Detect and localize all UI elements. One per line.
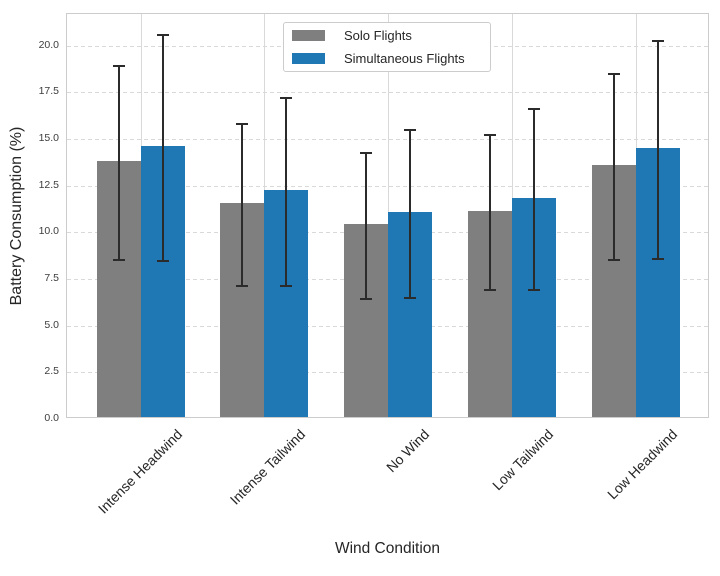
error-bar bbox=[409, 129, 412, 298]
error-bar bbox=[613, 73, 616, 261]
error-bar-cap bbox=[404, 296, 417, 299]
error-bar bbox=[161, 35, 164, 262]
plot-area bbox=[66, 13, 709, 418]
legend: Solo Flights Simultaneous Flights bbox=[283, 22, 491, 72]
error-bar-cap bbox=[236, 285, 249, 288]
error-bar bbox=[117, 66, 120, 261]
y-tick-label: 12.5 bbox=[38, 178, 59, 191]
y-tick-label: 17.5 bbox=[38, 85, 59, 98]
error-bar-cap bbox=[360, 152, 373, 155]
y-tick-label: 0.0 bbox=[44, 412, 59, 424]
error-bar-cap bbox=[156, 34, 169, 37]
error-bar-cap bbox=[112, 259, 125, 262]
error-bar bbox=[533, 109, 536, 291]
error-bar-cap bbox=[156, 260, 169, 263]
legend-entry: Simultaneous Flights bbox=[284, 47, 490, 70]
error-bar-cap bbox=[484, 134, 497, 137]
gridline-y bbox=[67, 92, 708, 94]
gridline-y bbox=[67, 139, 708, 141]
legend-swatch bbox=[292, 30, 325, 41]
y-tick-label: 2.5 bbox=[44, 365, 59, 378]
error-bar-cap bbox=[360, 297, 373, 300]
error-bar-cap bbox=[528, 108, 541, 111]
error-bar-cap bbox=[404, 128, 417, 131]
error-bar-cap bbox=[528, 289, 541, 292]
legend-label: Solo Flights bbox=[344, 28, 412, 43]
error-bar bbox=[285, 97, 288, 287]
error-bar-cap bbox=[608, 72, 621, 75]
error-bar-cap bbox=[280, 96, 293, 99]
error-bar-cap bbox=[280, 285, 293, 288]
error-bar bbox=[489, 135, 492, 291]
x-axis-label: Wind Condition bbox=[334, 540, 441, 557]
legend-entry: Solo Flights bbox=[284, 24, 490, 47]
error-bar-cap bbox=[484, 289, 497, 292]
error-bar-cap bbox=[236, 123, 249, 126]
error-bar bbox=[657, 41, 660, 260]
legend-label: Simultaneous Flights bbox=[344, 51, 465, 66]
y-tick-label: 10.0 bbox=[38, 225, 59, 238]
error-bar-cap bbox=[608, 259, 621, 262]
error-bar bbox=[241, 124, 244, 287]
y-tick-label: 15.0 bbox=[38, 132, 59, 145]
error-bar-cap bbox=[652, 40, 665, 43]
error-bar-cap bbox=[112, 65, 125, 68]
y-tick-label: 7.5 bbox=[44, 272, 59, 285]
error-bar-cap bbox=[652, 258, 665, 261]
y-tick-label: 5.0 bbox=[44, 318, 59, 331]
gridline-y bbox=[67, 185, 708, 187]
legend-swatch bbox=[292, 53, 325, 64]
error-bar bbox=[365, 153, 368, 299]
y-tick-label: 20.0 bbox=[38, 38, 59, 51]
